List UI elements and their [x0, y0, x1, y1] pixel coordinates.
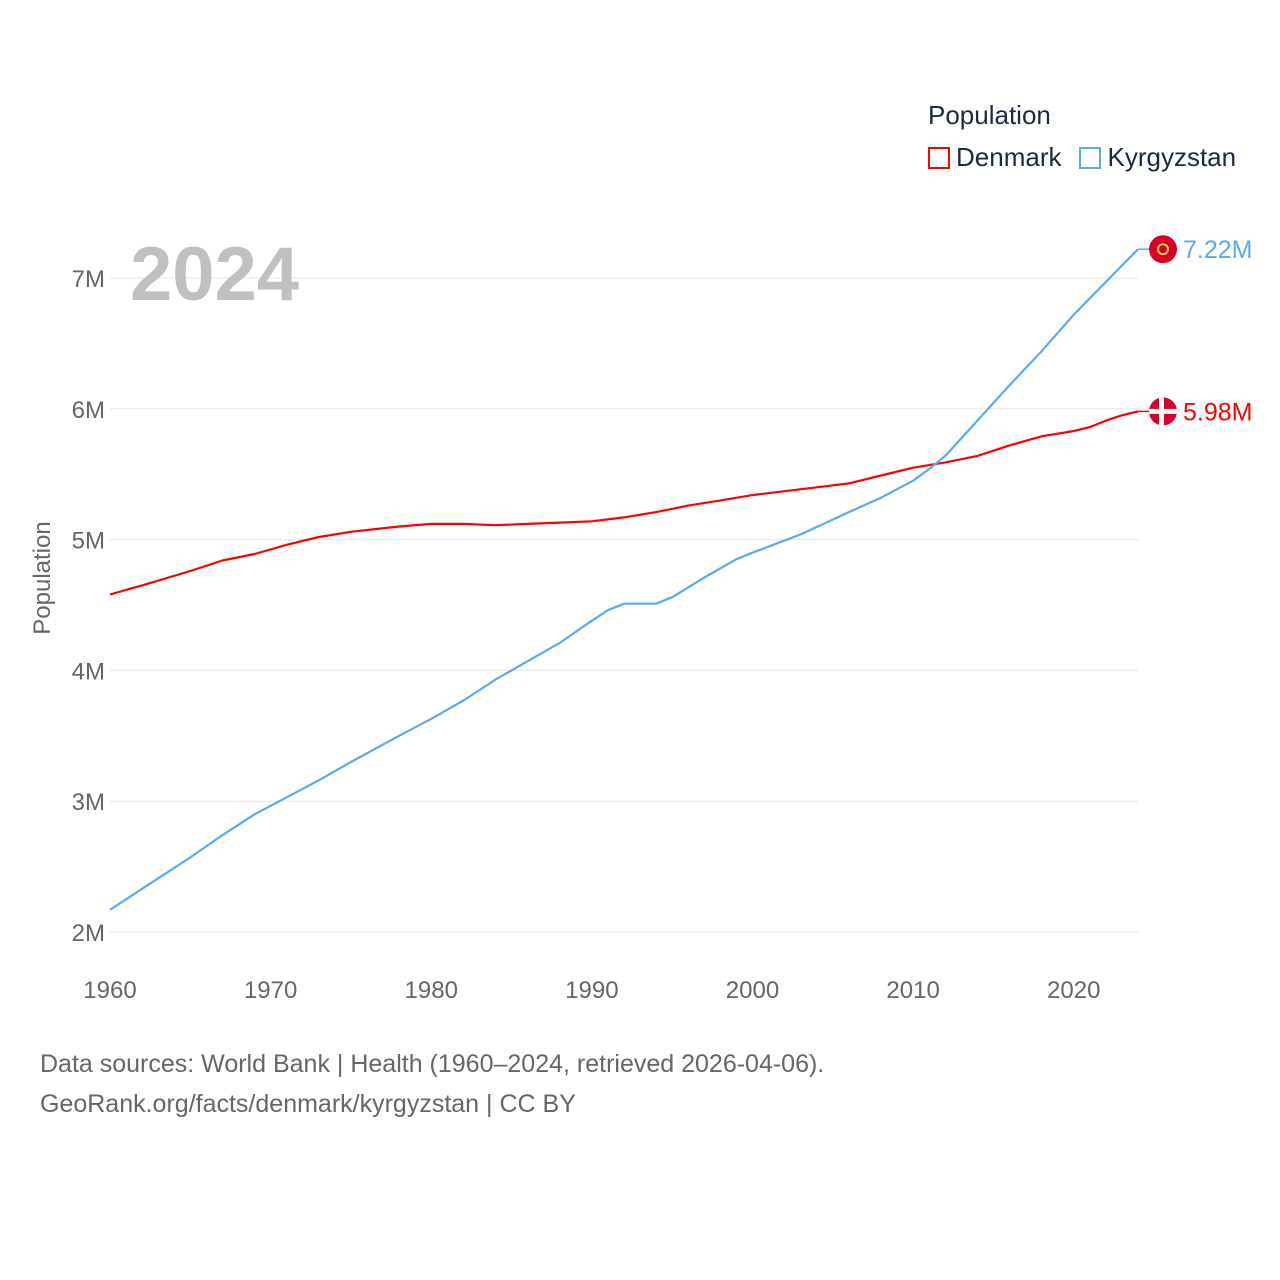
- x-tick-label: 2010: [886, 977, 939, 1004]
- legend-label-denmark: Denmark: [956, 142, 1062, 172]
- legend: Denmark Kyrgyzstan: [928, 142, 1236, 173]
- y-tick-label: 2M: [72, 920, 105, 947]
- x-tick-label: 1980: [405, 977, 458, 1004]
- x-tick-label: 2000: [726, 977, 779, 1004]
- source-link[interactable]: GeoRank.org/facts/denmark/kyrgyzstan | C…: [40, 1090, 576, 1118]
- y-tick-label: 4M: [72, 658, 105, 685]
- legend-label-kyrgyzstan: Kyrgyzstan: [1107, 142, 1237, 172]
- end-value-label: 5.98M: [1183, 398, 1252, 426]
- footer: Data sources: World Bank | Health (1960–…: [40, 1044, 824, 1124]
- data-source-text: Data sources: World Bank | Health (1960–…: [40, 1050, 825, 1078]
- legend-item-denmark[interactable]: Denmark: [928, 142, 1061, 173]
- y-tick-label: 7M: [72, 266, 105, 293]
- legend-item-kyrgyzstan[interactable]: Kyrgyzstan: [1079, 142, 1236, 173]
- year-label: 2024: [130, 232, 299, 317]
- x-tick-label: 1990: [565, 977, 618, 1004]
- series-line-kyrgyzstan: [109, 248, 1139, 911]
- y-tick-label: 5M: [72, 528, 105, 555]
- x-tick-label: 1960: [83, 977, 136, 1004]
- flag-sun: [1157, 243, 1169, 256]
- y-tick-label: 6M: [72, 397, 105, 424]
- flag-cross-horizontal: [1149, 408, 1177, 414]
- legend-swatch-kyrgyzstan: [1079, 146, 1102, 169]
- x-tick-label: 1970: [244, 977, 297, 1004]
- flag-icon-kyrgyzstan: [1149, 235, 1177, 264]
- x-tick-label: 2020: [1047, 977, 1100, 1004]
- y-axis-label: Population: [29, 521, 56, 634]
- y-tick-label: 3M: [72, 789, 105, 816]
- end-value-label: 7.22M: [1183, 236, 1252, 264]
- series-line-denmark: [109, 410, 1139, 596]
- legend-swatch-denmark: [928, 146, 950, 169]
- legend-title: Population: [928, 100, 1051, 130]
